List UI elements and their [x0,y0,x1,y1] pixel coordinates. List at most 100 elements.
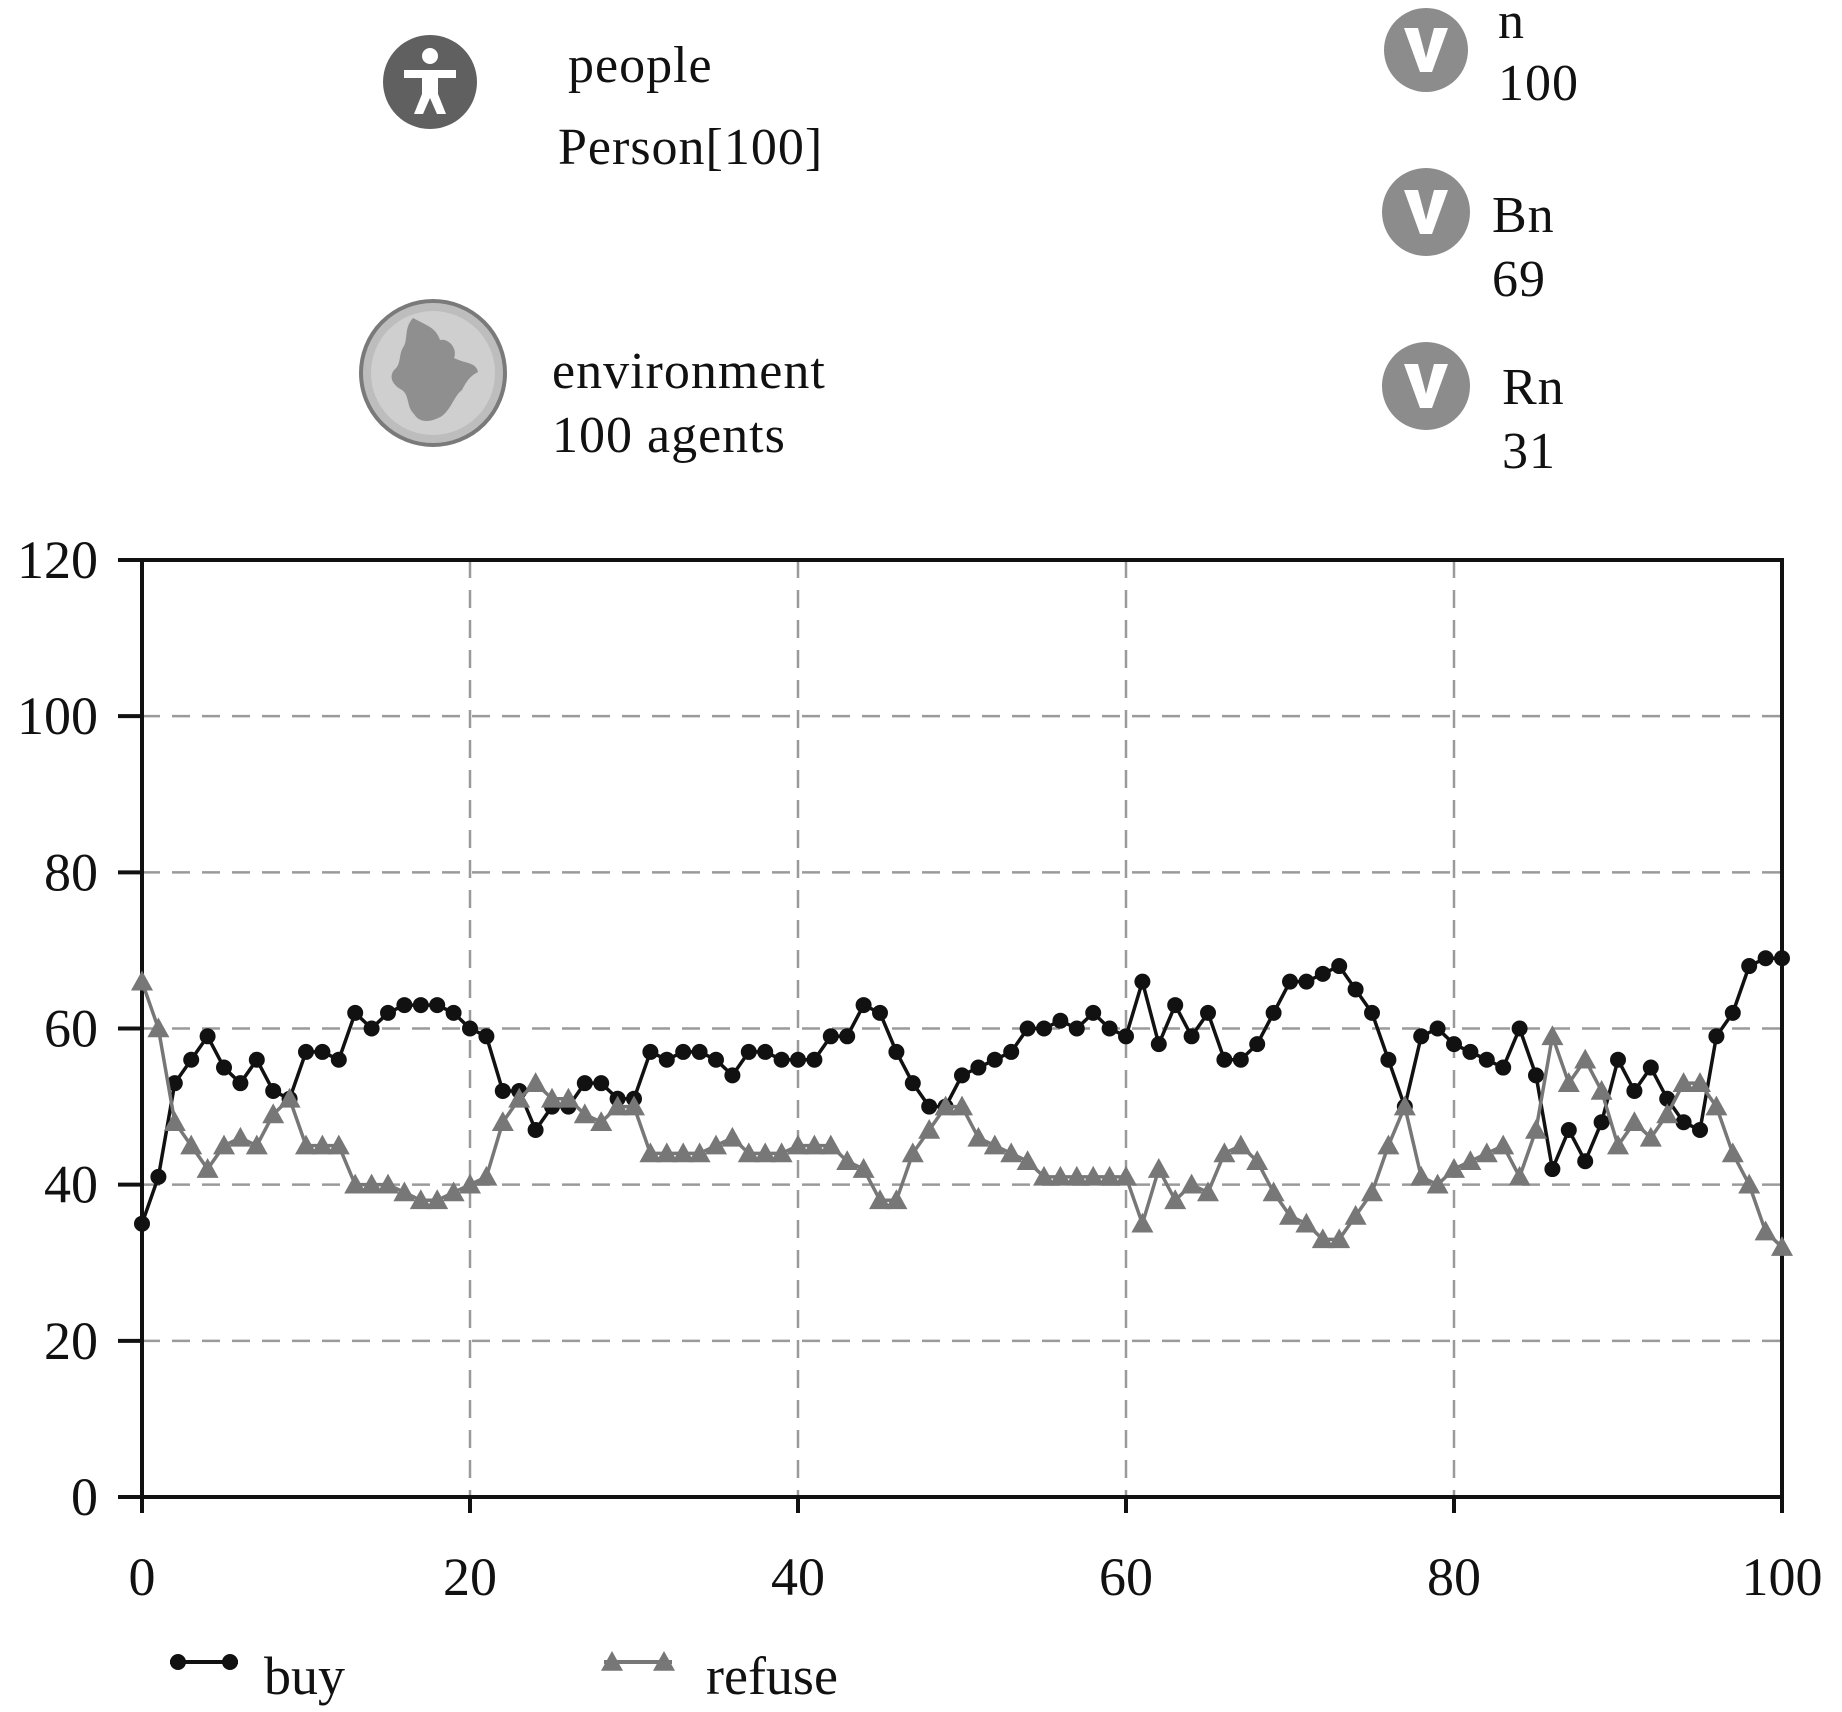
variable-icon[interactable] [1378,8,1474,92]
refuse-point [655,1142,678,1163]
buy-point [347,1004,364,1021]
buy-point [1068,1020,1085,1037]
buy-point [855,997,872,1014]
refuse-point [426,1189,449,1210]
refuse-point [180,1134,203,1155]
environment-agent-name: environment [552,343,826,400]
refuse-point [557,1087,580,1108]
buy-point [1265,1004,1282,1021]
buy-point [1692,1122,1708,1139]
variable-rn-name: Rn [1502,359,1565,416]
legend-label-refuse: refuse [706,1646,838,1706]
buy-point [822,1028,839,1045]
person-icon[interactable] [380,34,480,130]
refuse-point [967,1126,990,1147]
x-tick-label: 60 [1099,1547,1153,1607]
buy-point [593,1075,610,1092]
buy-point [904,1075,921,1092]
buy-point [642,1043,659,1060]
buy-point [494,1082,511,1099]
buy-point [216,1059,232,1076]
people-agent-value: Person[100] [558,119,824,176]
refuse-point [1180,1173,1203,1194]
buy-point [675,1043,692,1060]
buy-point [1528,1067,1544,1084]
buy-point [1724,1004,1741,1021]
refuse-point [1492,1134,1515,1155]
buy-point [1183,1028,1200,1045]
buy-point [1101,1020,1118,1037]
y-tick-label: 40 [44,1155,98,1215]
variable-icon[interactable] [1378,166,1474,258]
buy-point [1150,1036,1167,1053]
legend-marker-refuse [653,1651,675,1671]
buy-point [839,1028,856,1045]
refuse-point [459,1173,481,1194]
buy-point [576,1075,593,1092]
refuse-point [278,1087,301,1108]
refuse-point [393,1181,416,1202]
refuse-point [1557,1072,1580,1092]
refuse-point [295,1134,317,1155]
refuse-point [1033,1165,1055,1186]
legend-item-refuse: refuse [601,1646,838,1706]
refuse-point [327,1134,350,1155]
refuse-point [688,1142,711,1163]
buy-point [1446,1036,1462,1053]
people-agent-name: people [568,37,713,94]
refuse-point [245,1134,268,1155]
refuse-point [885,1189,908,1210]
refuse-point [1459,1150,1482,1171]
buy-point [658,1051,675,1068]
axes [118,558,1784,1513]
buy-point [1675,1114,1692,1131]
refuse-point [951,1095,973,1116]
buy-point [1560,1122,1577,1139]
buy-point [1347,981,1364,998]
refuse-point [344,1173,367,1194]
grid-lines [142,560,1782,1497]
refuse-point [1525,1119,1547,1139]
buy-point [1298,973,1315,990]
buy-point [1200,1004,1216,1021]
refuse-point [573,1103,596,1124]
refuse-point [836,1150,859,1171]
globe-icon[interactable] [358,298,508,448]
buy-point [1757,950,1774,967]
refuse-point [1082,1165,1105,1186]
environment-agent-value: 100 agents [552,407,786,464]
buy-point [429,997,446,1014]
refuse-point [705,1134,727,1155]
refuse-point [1344,1204,1367,1225]
refuse-point [1197,1181,1219,1202]
refuse-point [1672,1072,1695,1092]
buy-point [1364,1004,1380,1021]
refuse-point [1541,1025,1564,1046]
buy-point [970,1059,987,1076]
series [131,950,1793,1256]
buy-point [1331,958,1348,975]
refuse-point [1131,1212,1154,1233]
buy-point [183,1051,200,1068]
x-tick-label: 0 [129,1547,156,1607]
buy-point [1593,1114,1610,1131]
buy-point [363,1020,380,1037]
buy-point [1036,1020,1052,1037]
refuse-point [311,1134,334,1155]
refuse-point [1246,1150,1269,1171]
buy-point [1429,1020,1446,1037]
buy-point [1380,1051,1397,1068]
refuse-point [262,1103,285,1124]
buy-point [790,1051,806,1068]
buy-point [1249,1036,1266,1053]
refuse-point [1328,1228,1351,1249]
refuse-point [1164,1189,1187,1210]
refuse-point [1098,1165,1121,1186]
refuse-point [213,1134,235,1155]
buy-point [1642,1059,1659,1076]
buy-point [1511,1020,1528,1037]
variable-icon[interactable] [1378,340,1474,432]
refuse-point [1065,1165,1088,1186]
refuse-point [1229,1134,1252,1155]
refuse-point [1639,1126,1662,1147]
